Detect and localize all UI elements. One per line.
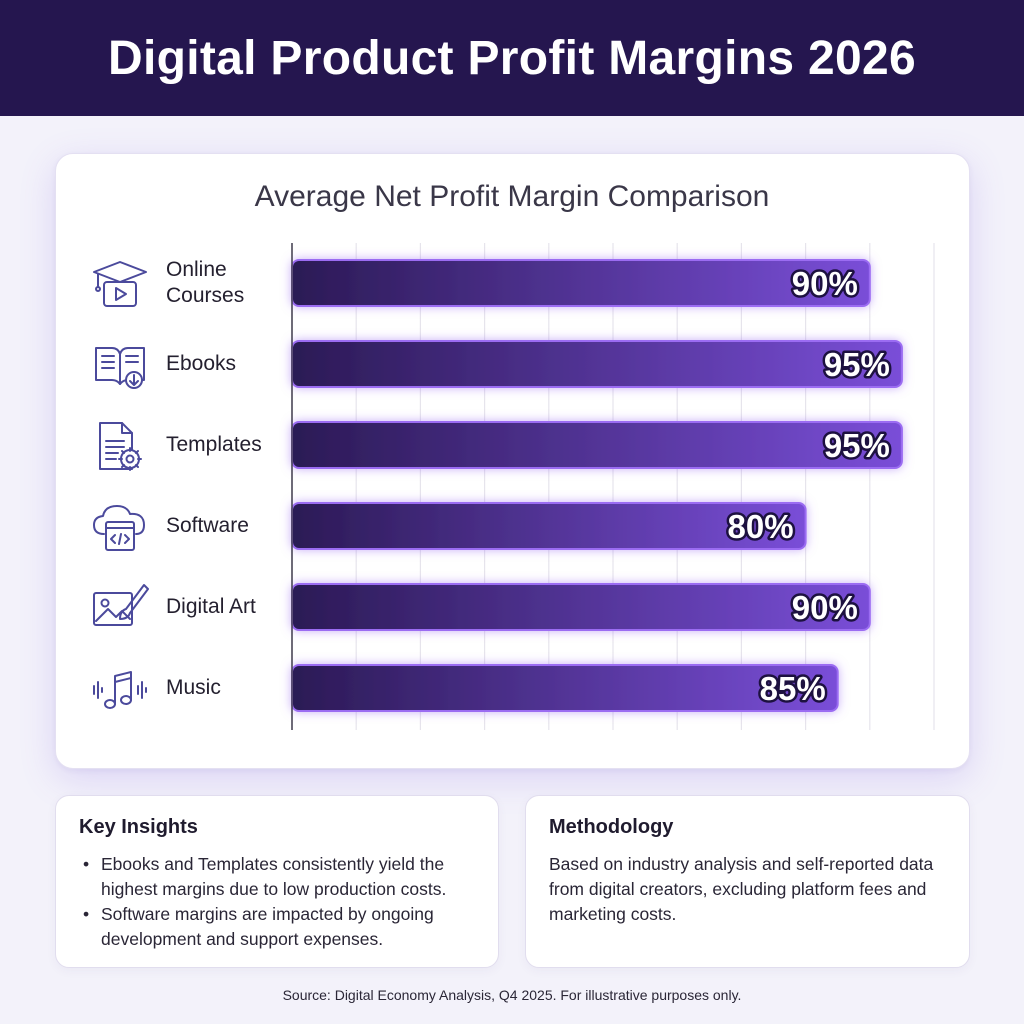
open-book-download-icon bbox=[95, 347, 145, 389]
bar-value-label: 90% bbox=[792, 589, 858, 626]
source-note: Source: Digital Economy Analysis, Q4 202… bbox=[282, 987, 742, 1003]
category-label: Templates bbox=[166, 433, 262, 456]
music-note-soundwave-icon bbox=[93, 671, 147, 709]
header-banner: Digital Product Profit Margins 2026 bbox=[0, 0, 1024, 116]
bar-value-label: 80% bbox=[728, 508, 794, 545]
key-insights-list: Ebooks and Templates consistently yield … bbox=[79, 852, 489, 952]
graduation-cap-video-icon bbox=[93, 261, 147, 307]
cloud-code-icon bbox=[93, 505, 145, 551]
image-brush-icon bbox=[93, 584, 149, 626]
methodology-heading: Methodology bbox=[549, 816, 674, 838]
bar-templates bbox=[291, 421, 903, 469]
bar-music bbox=[291, 664, 839, 712]
document-gear-icon bbox=[99, 422, 142, 471]
category-label: Music bbox=[166, 676, 221, 699]
methodology-card: Methodology Based on industry analysis a… bbox=[525, 795, 970, 968]
bar-digital-art bbox=[291, 583, 871, 631]
category-label: Software bbox=[166, 514, 249, 537]
category-label: Digital Art bbox=[166, 595, 256, 618]
key-insights-heading: Key Insights bbox=[79, 816, 198, 838]
bar-value-label: 95% bbox=[824, 427, 890, 464]
bar-online-courses bbox=[291, 259, 871, 307]
chart-title: Average Net Profit Margin Comparison bbox=[254, 180, 770, 213]
methodology-text: Based on industry analysis and self-repo… bbox=[549, 854, 934, 924]
bar-value-label: 95% bbox=[824, 346, 890, 383]
page-title: Digital Product Profit Margins 2026 bbox=[108, 31, 916, 85]
bar-value-label: 90% bbox=[792, 265, 858, 302]
key-insights-card: Key Insights Ebooks and Templates consis… bbox=[55, 795, 499, 968]
bar-value-label: 85% bbox=[760, 670, 826, 707]
category-label: Online Courses bbox=[166, 258, 245, 307]
list-item: Ebooks and Templates consistently yield … bbox=[79, 852, 489, 902]
list-item: Software margins are impacted by ongoing… bbox=[79, 902, 489, 952]
bar-ebooks bbox=[291, 340, 903, 388]
category-label: Ebooks bbox=[166, 352, 237, 375]
